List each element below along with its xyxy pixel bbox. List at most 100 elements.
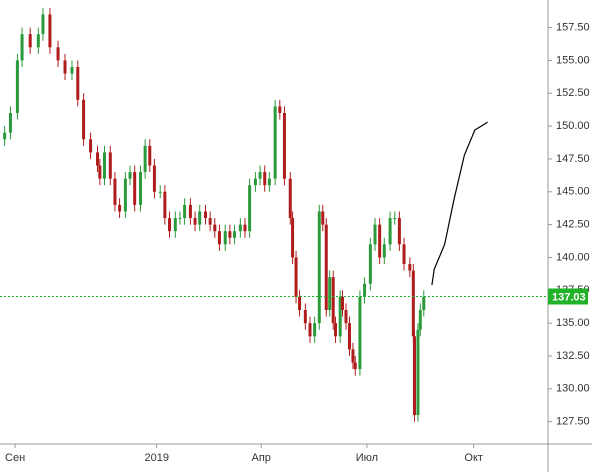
- candle-body: [418, 310, 422, 330]
- candle-body: [56, 47, 60, 61]
- candle-body: [118, 204, 122, 212]
- candle-body: [204, 211, 207, 219]
- candle-body: [402, 244, 406, 265]
- candle-body: [408, 264, 412, 271]
- x-tick-label: Июл: [356, 452, 378, 464]
- x-tick-label: 2019: [144, 452, 168, 464]
- candle-body: [128, 172, 132, 179]
- candle-body: [133, 172, 137, 205]
- candle-body: [373, 224, 377, 245]
- y-tick-label: 145.00: [556, 186, 590, 198]
- candle-body: [324, 224, 328, 311]
- candle-body: [217, 231, 221, 245]
- candle-body: [108, 152, 112, 179]
- candle-body: [288, 178, 292, 219]
- candle-body: [308, 323, 312, 337]
- candle-body: [397, 218, 401, 245]
- candle-body: [393, 218, 397, 220]
- y-tick-label: 155.00: [556, 54, 590, 66]
- candle-body: [15, 60, 19, 113]
- candle-body: [158, 191, 162, 193]
- candle-body: [28, 34, 32, 48]
- candle-body: [334, 323, 338, 337]
- candle-body: [353, 362, 357, 370]
- candle-body: [208, 218, 212, 225]
- candle-body: [368, 244, 372, 284]
- y-tick-label: 140.00: [556, 251, 590, 263]
- y-tick-label: 150.00: [556, 120, 590, 132]
- candle-body: [278, 106, 282, 113]
- candle-body: [422, 296, 426, 311]
- candle-body: [48, 14, 52, 48]
- candle-body: [363, 283, 367, 297]
- candle-body: [152, 165, 156, 192]
- candle-body: [20, 34, 24, 61]
- candle-body: [347, 323, 351, 350]
- y-tick-label: 135.00: [556, 317, 590, 329]
- candle-body: [76, 66, 80, 100]
- candle-body: [331, 277, 335, 324]
- candle-body: [351, 349, 355, 363]
- candle-body: [3, 132, 7, 140]
- candle-body: [416, 329, 420, 416]
- candle-body: [273, 106, 277, 179]
- candle-body: [36, 34, 40, 48]
- candle-body: [263, 172, 267, 186]
- candle-body: [238, 224, 242, 232]
- y-tick-label: 130.00: [556, 383, 590, 395]
- candle-body: [198, 211, 202, 225]
- candle-body: [89, 139, 93, 153]
- candle-body: [98, 165, 102, 179]
- x-tick-label: Апр: [252, 452, 271, 464]
- candle-body: [328, 277, 332, 311]
- candle-body: [298, 296, 302, 311]
- candle-body: [313, 323, 317, 337]
- candle-body: [41, 14, 45, 35]
- candle-body: [148, 145, 152, 166]
- candle-body: [228, 231, 232, 238]
- candle-body: [178, 218, 182, 220]
- candle-body: [358, 296, 362, 370]
- candle-body: [253, 178, 257, 186]
- candle-body: [388, 218, 392, 245]
- candle-body: [338, 296, 342, 337]
- candle-body: [168, 218, 172, 232]
- forecast-line: [431, 121, 488, 286]
- candle-body: [291, 218, 295, 258]
- y-tick-label: 152.50: [556, 87, 590, 99]
- candle-body: [143, 145, 147, 173]
- candle-body: [294, 257, 298, 297]
- candle-body: [412, 336, 416, 416]
- candle-body: [344, 310, 348, 324]
- y-tick-label: 132.50: [556, 350, 590, 362]
- candle-body: [243, 224, 247, 232]
- candle-body: [382, 244, 386, 258]
- candle-body: [378, 224, 382, 258]
- candle-body: [303, 310, 307, 324]
- candle-body: [213, 224, 217, 232]
- y-tick-label: 127.50: [556, 416, 590, 428]
- x-tick-label: Сен: [5, 452, 25, 464]
- candle-body: [317, 211, 321, 324]
- candle-body: [282, 112, 286, 179]
- candle-body: [188, 204, 192, 219]
- candle-body: [411, 270, 415, 337]
- y-tick-label: 142.50: [556, 219, 590, 231]
- current-price-label: 137.03: [552, 291, 586, 303]
- x-tick-label: Окт: [464, 452, 483, 464]
- candle-body: [82, 99, 86, 140]
- candle-body: [96, 152, 100, 166]
- candle-body: [258, 172, 262, 179]
- candle-body: [102, 152, 106, 179]
- candle-body: [193, 218, 197, 225]
- y-tick-label: 147.50: [556, 153, 590, 165]
- candle-body: [173, 218, 177, 232]
- candle-body: [113, 178, 117, 205]
- candle-body: [233, 231, 237, 238]
- candle-body: [267, 178, 271, 186]
- candle-body: [163, 191, 167, 219]
- current-price-box: [548, 288, 588, 305]
- candle-body: [70, 66, 74, 74]
